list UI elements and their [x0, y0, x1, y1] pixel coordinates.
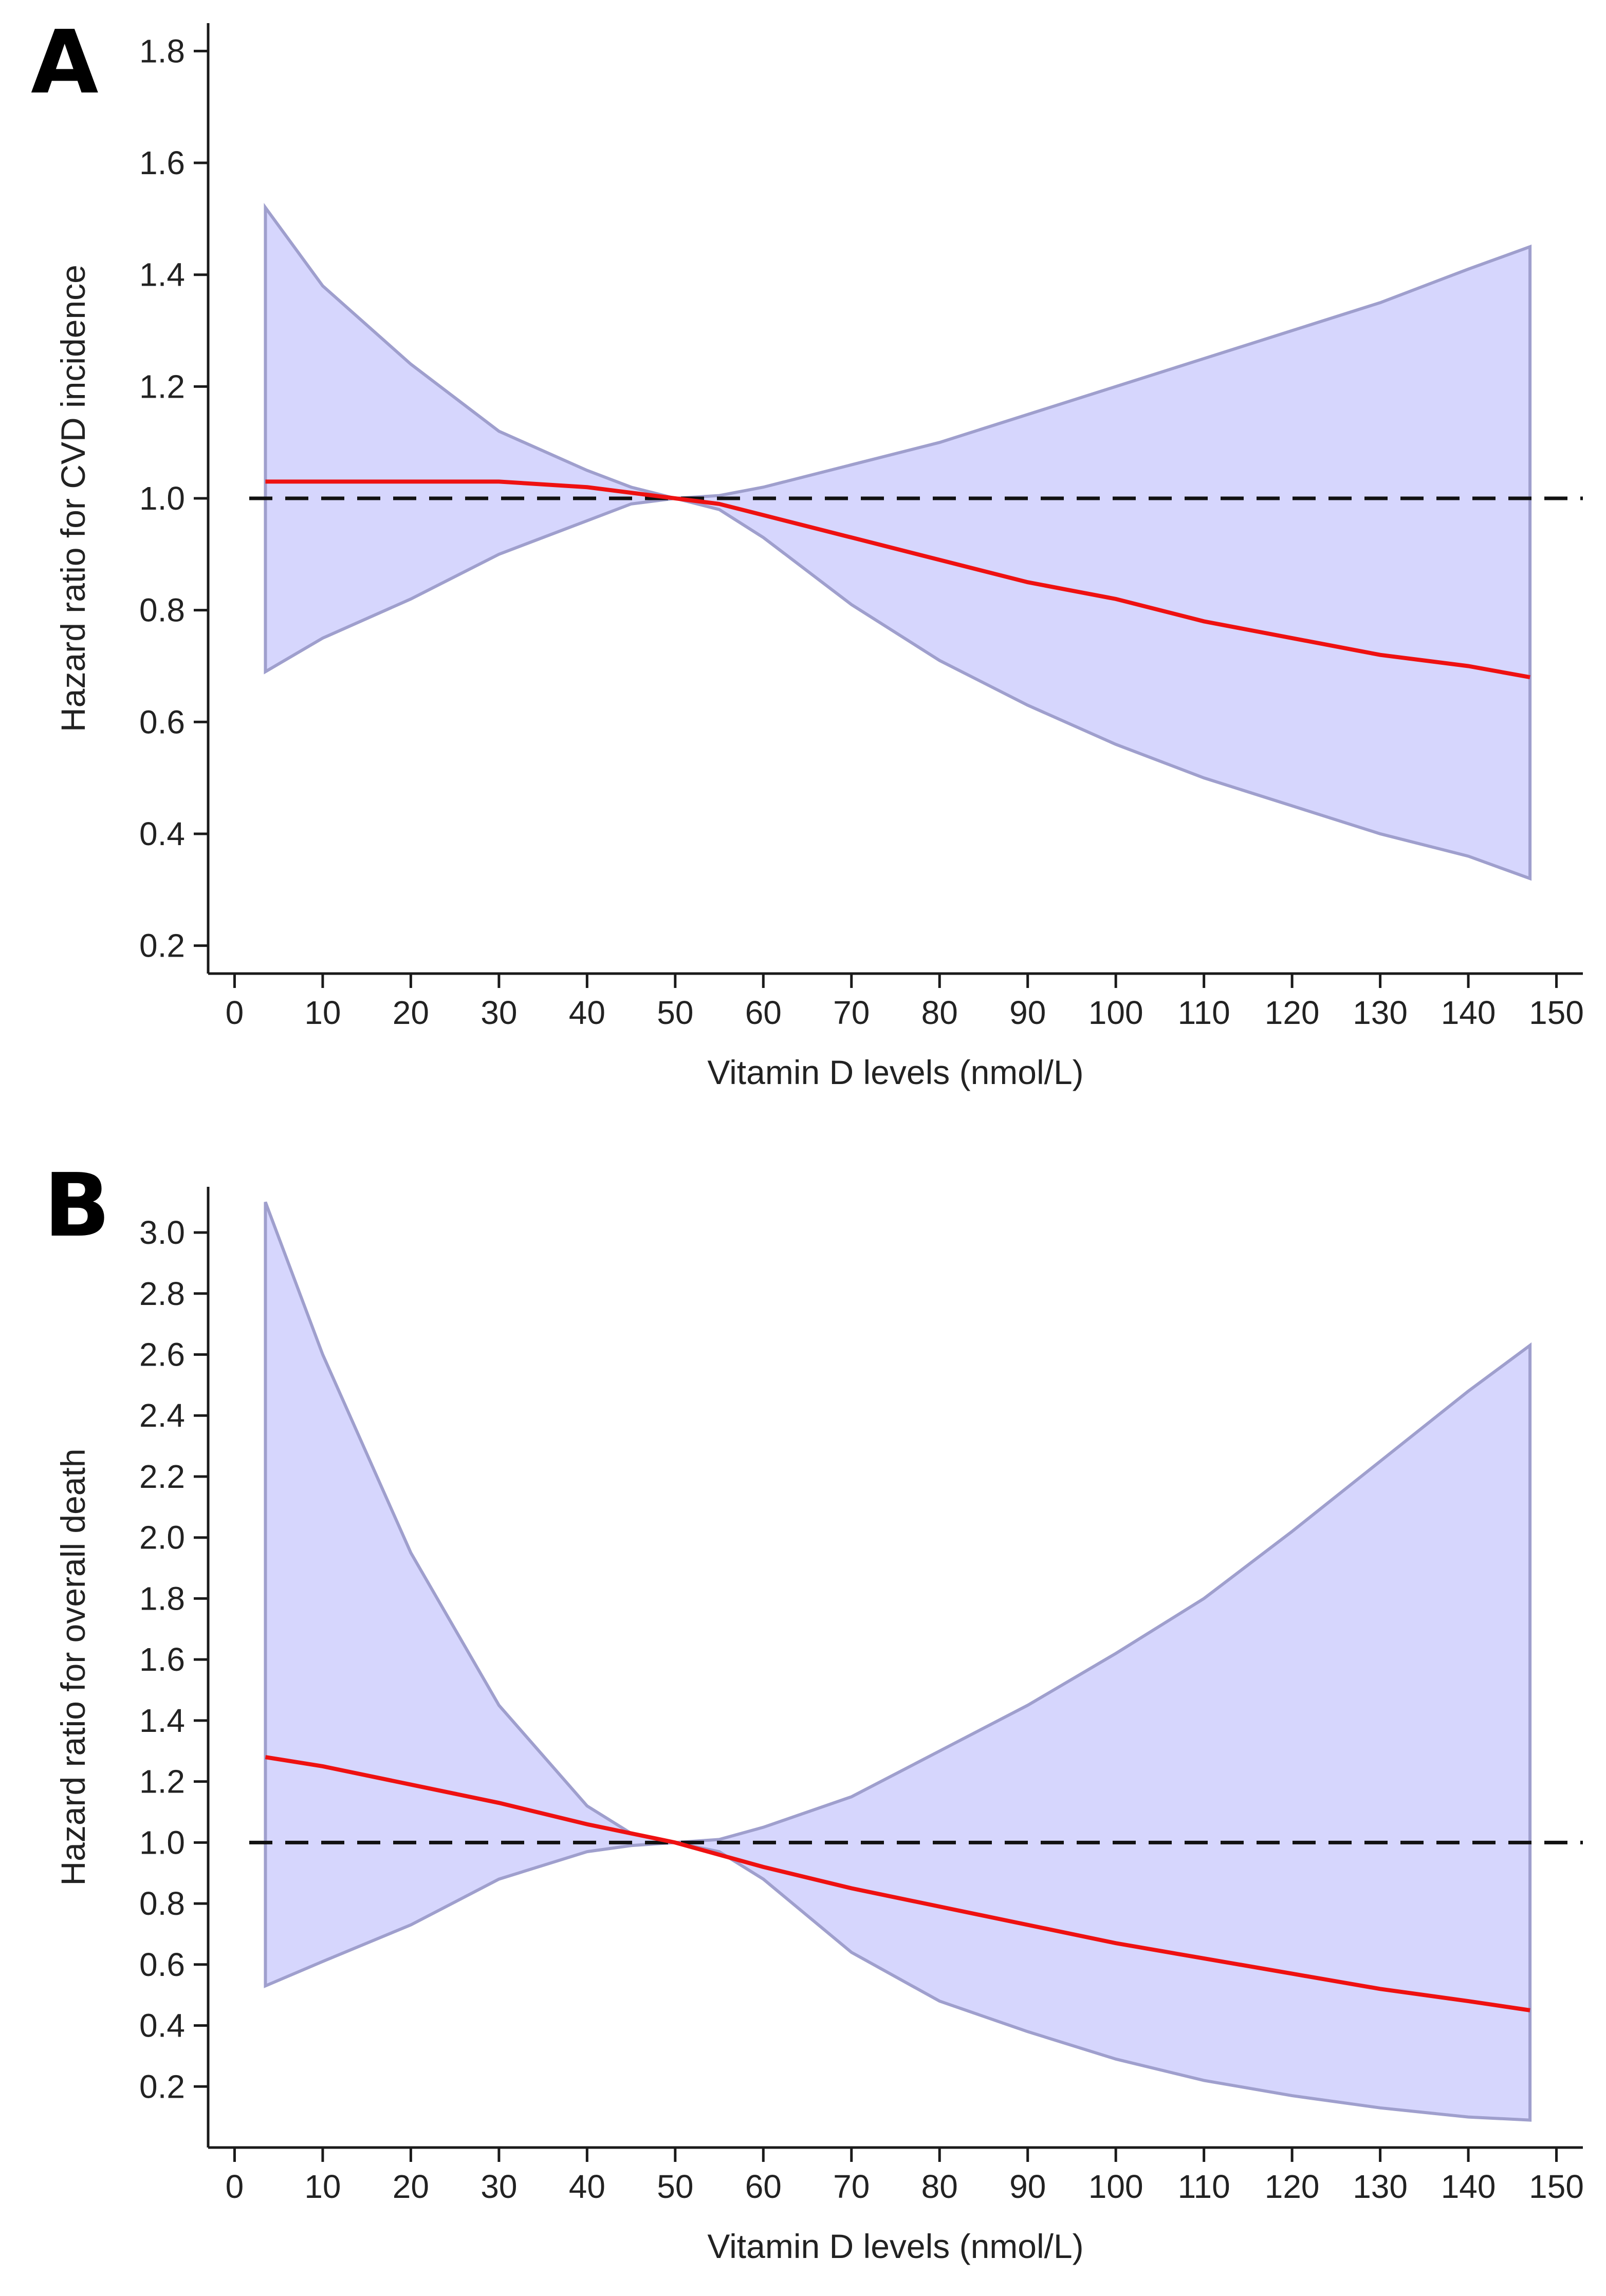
y-tick-label-b: 1.6 [139, 1641, 185, 1678]
hazard-ratio-line-b [265, 1755, 1530, 2012]
x-tick-label-b: 110 [1178, 2168, 1230, 2205]
hazard-ratio-series-b [265, 1755, 1530, 2012]
x-tick-label-a: 130 [1353, 994, 1408, 1031]
x-tick-label-b: 50 [657, 2168, 693, 2205]
x-tick-label-b: 140 [1441, 2168, 1496, 2205]
y-tick-label-b: 0.8 [139, 1885, 185, 1922]
x-tick-label-b: 100 [1088, 2168, 1143, 2205]
y-tick-label-b: 0.6 [139, 1946, 185, 1983]
x-tick-label-b: 40 [569, 2168, 605, 2205]
x-tick-label-a: 150 [1529, 994, 1584, 1031]
x-tick-label-a: 100 [1088, 994, 1143, 1031]
x-tick-label-b: 20 [393, 2168, 429, 2205]
x-tick-label-b: 90 [1009, 2168, 1046, 2205]
y-tick-label-b: 1.4 [139, 1702, 185, 1739]
x-tick-label-a: 0 [226, 994, 244, 1031]
x-tick-label-b: 30 [481, 2168, 517, 2205]
y-tick-label-b: 1.0 [139, 1824, 185, 1861]
x-tick-label-a: 140 [1441, 994, 1496, 1031]
y-tick-label-b: 0.2 [139, 2068, 185, 2105]
y-ticks-b: 0.2 0.4 0.6 0.8 1.0 1.2 1.4 1.6 1.8 2.0 2.2 2.4 2.6 2… [139, 1214, 208, 2105]
panel-label-a: A [31, 12, 99, 114]
x-ticks-b: 0 10 20 30 40 50 60 70 80 90 100 110 120 130 140 150 [226, 2148, 1584, 2205]
x-tick-label-a: 70 [833, 994, 870, 1031]
y-tick-label-b: 0.4 [139, 2007, 185, 2044]
y-axis-label-a: Hazard ratio for CVD incidence [54, 265, 92, 732]
y-tick-label-b: 2.6 [139, 1336, 185, 1373]
y-tick-label-a: 1.4 [139, 256, 185, 293]
y-ticks-a: 0.2 0.4 0.6 0.8 1.0 1.2 1.4 1.6 1.8 [139, 32, 208, 964]
axes-b [207, 1187, 1583, 2149]
x-tick-label-a: 10 [304, 994, 341, 1031]
x-tick-label-a: 20 [393, 994, 429, 1031]
x-tick-label-a: 80 [921, 994, 958, 1031]
y-tick-label-a: 1.0 [139, 480, 185, 517]
x-tick-label-a: 60 [745, 994, 782, 1031]
hazard-ratio-series-a [265, 479, 1530, 680]
y-tick-label-b: 2.8 [139, 1275, 185, 1312]
y-tick-label-b: 2.0 [139, 1519, 185, 1556]
x-tick-label-b: 60 [745, 2168, 782, 2205]
y-tick-label-b: 1.2 [139, 1763, 185, 1800]
y-axis-label-b: Hazard ratio for overall death [54, 1448, 92, 1886]
x-tick-label-b: 130 [1353, 2168, 1408, 2205]
x-tick-label-a: 110 [1178, 994, 1230, 1031]
y-tick-label-a: 1.6 [139, 144, 185, 181]
hazard-ratio-line-a [265, 479, 1530, 680]
x-tick-label-a: 90 [1009, 994, 1046, 1031]
x-tick-label-b: 10 [304, 2168, 341, 2205]
x-tick-label-b: 70 [833, 2168, 870, 2205]
ci-band-a [264, 202, 1532, 881]
y-tick-label-a: 0.2 [139, 927, 185, 964]
panel-label-b: B [44, 1155, 110, 1257]
x-ticks-a: 0 10 20 30 40 50 60 70 80 90 100 110 120 130 140 150 [226, 974, 1584, 1031]
panel-a: A 0.2 0.4 0.6 0.8 1.0 1.2 1.4 1.6 1.8 0 10 20 30 40 5… [31, 12, 1584, 1091]
x-tick-label-a: 50 [657, 994, 693, 1031]
y-tick-label-a: 1.2 [139, 368, 185, 405]
panel-b: B 0.2 0.4 0.6 0.8 1.0 1.2 1.4 1.6 1.8 2.0 2.2 2.4 2.… [44, 1155, 1584, 2265]
ci-band-a [264, 202, 1532, 881]
x-tick-label-b: 0 [226, 2168, 244, 2205]
y-tick-label-a: 0.6 [139, 703, 185, 740]
x-tick-label-a: 40 [569, 994, 605, 1031]
y-tick-label-a: 1.8 [139, 32, 185, 69]
y-tick-label-b: 2.2 [139, 1458, 185, 1495]
y-tick-label-b: 2.4 [139, 1397, 185, 1434]
y-tick-label-b: 3.0 [139, 1214, 185, 1251]
x-axis-label-b: Vitamin D levels (nmol/L) [707, 2227, 1083, 2265]
y-tick-label-a: 0.4 [139, 815, 185, 852]
x-tick-label-a: 30 [481, 994, 517, 1031]
x-tick-label-a: 120 [1265, 994, 1320, 1031]
y-tick-label-a: 0.8 [139, 592, 185, 629]
x-tick-label-b: 150 [1529, 2168, 1584, 2205]
y-tick-label-b: 1.8 [139, 1580, 185, 1617]
x-axis-label-a: Vitamin D levels (nmol/L) [707, 1053, 1083, 1091]
x-tick-label-b: 80 [921, 2168, 958, 2205]
x-tick-label-b: 120 [1265, 2168, 1320, 2205]
